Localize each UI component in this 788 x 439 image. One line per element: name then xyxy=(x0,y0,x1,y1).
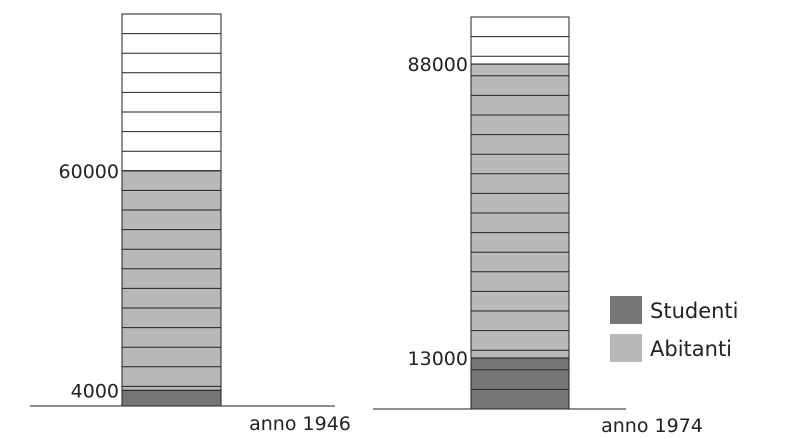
bars-layer xyxy=(121,13,570,410)
value-label: 4000 xyxy=(71,380,119,402)
value-label: 13000 xyxy=(408,348,468,370)
category-label: anno 1946 xyxy=(249,413,351,435)
value-label: 60000 xyxy=(59,161,119,183)
bar-studenti-anno-1946 xyxy=(122,390,221,406)
legend-label-studenti: Studenti xyxy=(650,299,739,323)
bar-abitanti-anno-1946 xyxy=(122,170,221,391)
labels-layer: anno 1946 4000 60000 anno 1974 13000 88000 xyxy=(59,54,703,437)
bar-studenti-anno-1974 xyxy=(471,358,569,409)
bar-abitanti-anno-1974 xyxy=(471,64,569,359)
legend: Studenti Abitanti xyxy=(610,296,739,362)
axes-layer xyxy=(30,405,626,410)
legend-swatch-abitanti xyxy=(610,334,642,362)
legend-swatch-studenti xyxy=(610,296,642,324)
legend-label-abitanti: Abitanti xyxy=(650,337,732,361)
value-label: 88000 xyxy=(408,54,468,76)
category-label: anno 1974 xyxy=(601,415,703,437)
